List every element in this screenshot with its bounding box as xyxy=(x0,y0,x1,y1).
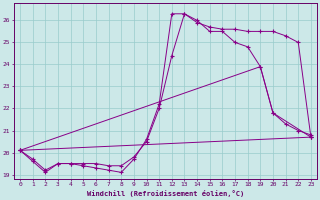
X-axis label: Windchill (Refroidissement éolien,°C): Windchill (Refroidissement éolien,°C) xyxy=(87,190,244,197)
